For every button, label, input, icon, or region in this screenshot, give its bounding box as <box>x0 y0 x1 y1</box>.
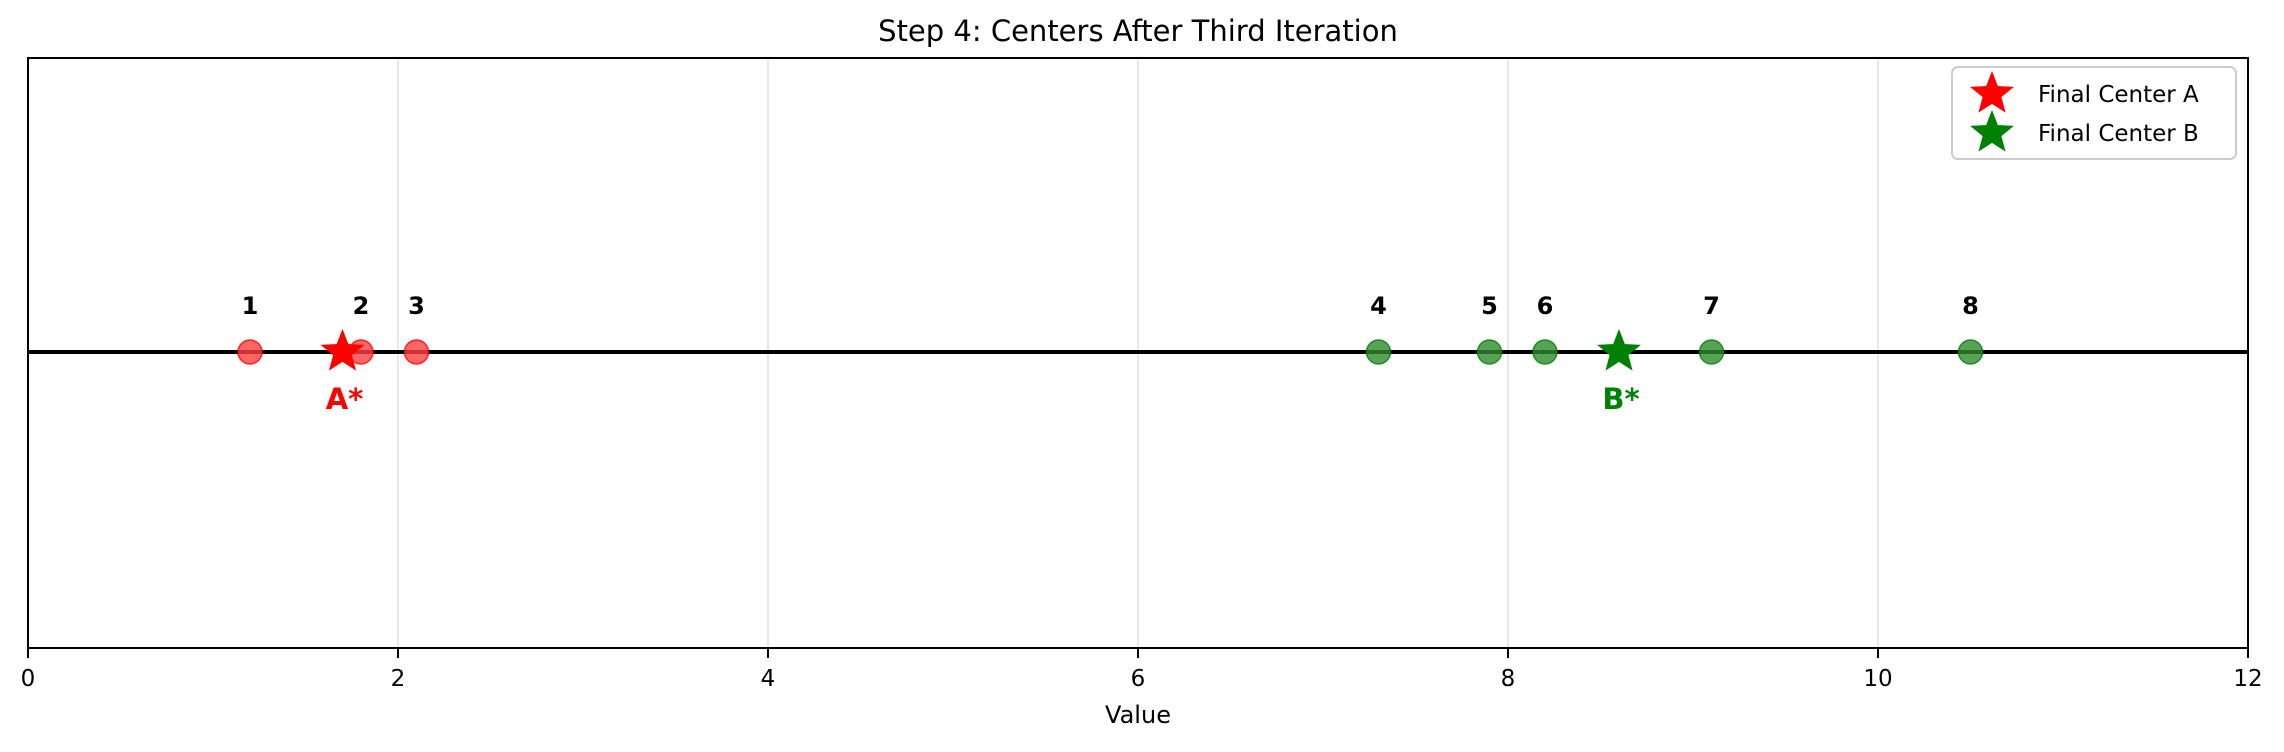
legend-items: Final Center A Final Center B <box>1970 70 2199 152</box>
data-point-label: 1 <box>242 292 259 320</box>
legend-label: Final Center B <box>2038 121 2199 147</box>
x-tick-label: 12 <box>2233 666 2262 692</box>
legend: Final Center A Final Center B <box>1951 66 2237 160</box>
x-axis-label: Value <box>1105 701 1171 729</box>
data-point-label: 7 <box>1703 292 1720 320</box>
x-axis-ticks: 0 2 4 6 8 10 12 <box>21 648 2263 692</box>
legend-box <box>1951 66 2237 160</box>
data-point <box>1532 339 1558 365</box>
data-point <box>1698 339 1725 365</box>
data-point-label: 5 <box>1481 292 1498 320</box>
x-tick-label: 10 <box>1863 666 1892 692</box>
data-point-label: 4 <box>1370 292 1387 320</box>
data-point-label: 3 <box>408 292 425 320</box>
legend-marker <box>1970 70 2014 113</box>
data-point-label: 6 <box>1537 292 1554 320</box>
chart-title: Step 4: Centers After Third Iteration <box>878 14 1398 48</box>
data-point <box>1365 339 1392 365</box>
x-tick-label: 0 <box>21 666 36 692</box>
data-point <box>403 339 430 365</box>
legend-label: Final Center A <box>2038 82 2199 108</box>
legend-marker <box>1970 109 2014 152</box>
x-tick-label: 2 <box>391 666 406 692</box>
data-point <box>1957 339 1984 365</box>
data-point-label: 2 <box>353 292 370 320</box>
center-marker <box>320 328 365 371</box>
data-point-label: 8 <box>1962 292 1979 320</box>
x-tick-label: 8 <box>1501 666 1516 692</box>
data-point <box>1476 339 1503 365</box>
centers-layer: A* B* <box>320 328 1641 416</box>
data-point <box>237 339 263 365</box>
center-label: A* <box>326 382 364 416</box>
x-tick-label: 6 <box>1131 666 1146 692</box>
x-tick-label: 4 <box>761 666 776 692</box>
center-label: B* <box>1602 382 1639 416</box>
center-marker <box>1597 328 1641 371</box>
